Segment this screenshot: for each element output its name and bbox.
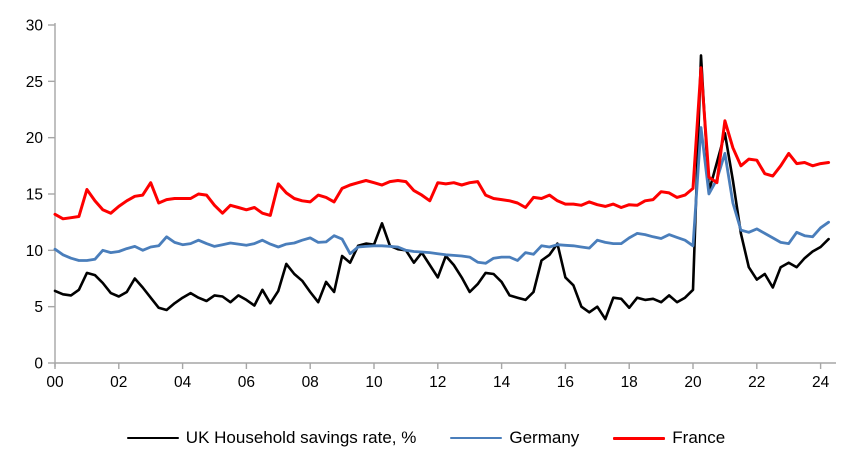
legend-item-germany: Germany xyxy=(450,428,579,448)
chart-legend: UK Household savings rate, % Germany Fra… xyxy=(0,428,852,448)
svg-text:15: 15 xyxy=(26,187,43,204)
svg-text:00: 00 xyxy=(46,374,64,391)
legend-item-uk: UK Household savings rate, % xyxy=(126,428,417,448)
svg-text:12: 12 xyxy=(429,374,446,391)
svg-text:04: 04 xyxy=(174,374,192,391)
svg-text:25: 25 xyxy=(26,74,43,91)
svg-text:10: 10 xyxy=(365,374,383,391)
svg-text:16: 16 xyxy=(557,374,574,391)
france-line-swatch xyxy=(613,436,666,440)
legend-item-france: France xyxy=(613,428,725,448)
svg-text:06: 06 xyxy=(238,374,255,391)
germany-line-swatch xyxy=(450,436,503,440)
svg-text:0: 0 xyxy=(34,356,43,373)
legend-label-uk: UK Household savings rate, % xyxy=(185,428,417,447)
svg-text:20: 20 xyxy=(26,130,44,147)
svg-text:30: 30 xyxy=(26,18,44,35)
svg-text:14: 14 xyxy=(493,374,511,391)
svg-text:24: 24 xyxy=(812,374,830,391)
svg-text:20: 20 xyxy=(684,374,702,391)
svg-text:18: 18 xyxy=(621,374,638,391)
savings-rate-line-chart: 0 5 10 15 20 25 30 00 02 04 06 08 10 12 14 16 18 20 22 24 xyxy=(26,18,836,391)
svg-text:5: 5 xyxy=(34,299,43,316)
svg-text:22: 22 xyxy=(748,374,765,391)
svg-text:08: 08 xyxy=(302,374,319,391)
svg-text:10: 10 xyxy=(26,243,44,260)
svg-text:02: 02 xyxy=(110,374,127,391)
legend-label-france: France xyxy=(672,428,726,447)
uk-line-swatch xyxy=(126,436,179,440)
legend-label-germany: Germany xyxy=(509,428,580,447)
